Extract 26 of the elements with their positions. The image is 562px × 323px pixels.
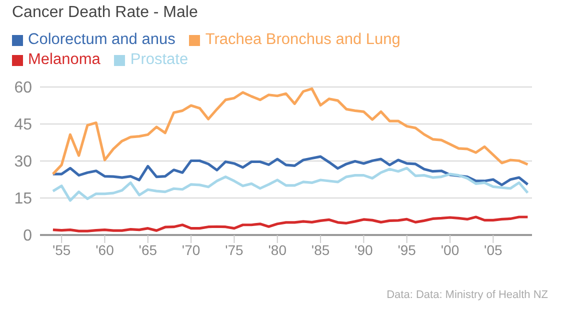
y-tick-label: 0: [23, 228, 32, 245]
x-tick-label: '85: [311, 242, 330, 258]
x-tick-label: '55: [52, 242, 71, 258]
y-tick-label: 45: [14, 116, 32, 134]
legend-label: Colorectum and anus: [28, 31, 176, 49]
line-series: [52, 216, 529, 232]
legend-label: Trachea Bronchus and Lung: [205, 31, 400, 49]
x-tick-label: '65: [138, 242, 158, 258]
legend-label: Melanoma: [28, 51, 100, 69]
y-tick-label: 15: [14, 190, 32, 208]
line-series: [52, 87, 529, 176]
text: Data: Data: Ministry of Health NZ: [386, 289, 548, 301]
x-tick-label: '70: [182, 242, 200, 258]
legend-label: Prostate: [130, 51, 188, 69]
x-tick-label: '60: [96, 242, 114, 258]
x-tick-label: '90: [354, 242, 374, 258]
line-series: [52, 155, 529, 186]
x-tick-label: '00: [440, 242, 460, 258]
line-series: [52, 166, 529, 202]
y-tick-label: 60: [14, 80, 32, 97]
chart-title: Cancer Death Rate - Male: [12, 4, 198, 22]
x-tick-label: '80: [268, 242, 287, 258]
x-tick-label: '95: [398, 242, 416, 258]
x-tick-label: '05: [484, 242, 502, 258]
y-tick-label: 30: [14, 154, 32, 171]
x-tick-label: '75: [225, 242, 244, 258]
